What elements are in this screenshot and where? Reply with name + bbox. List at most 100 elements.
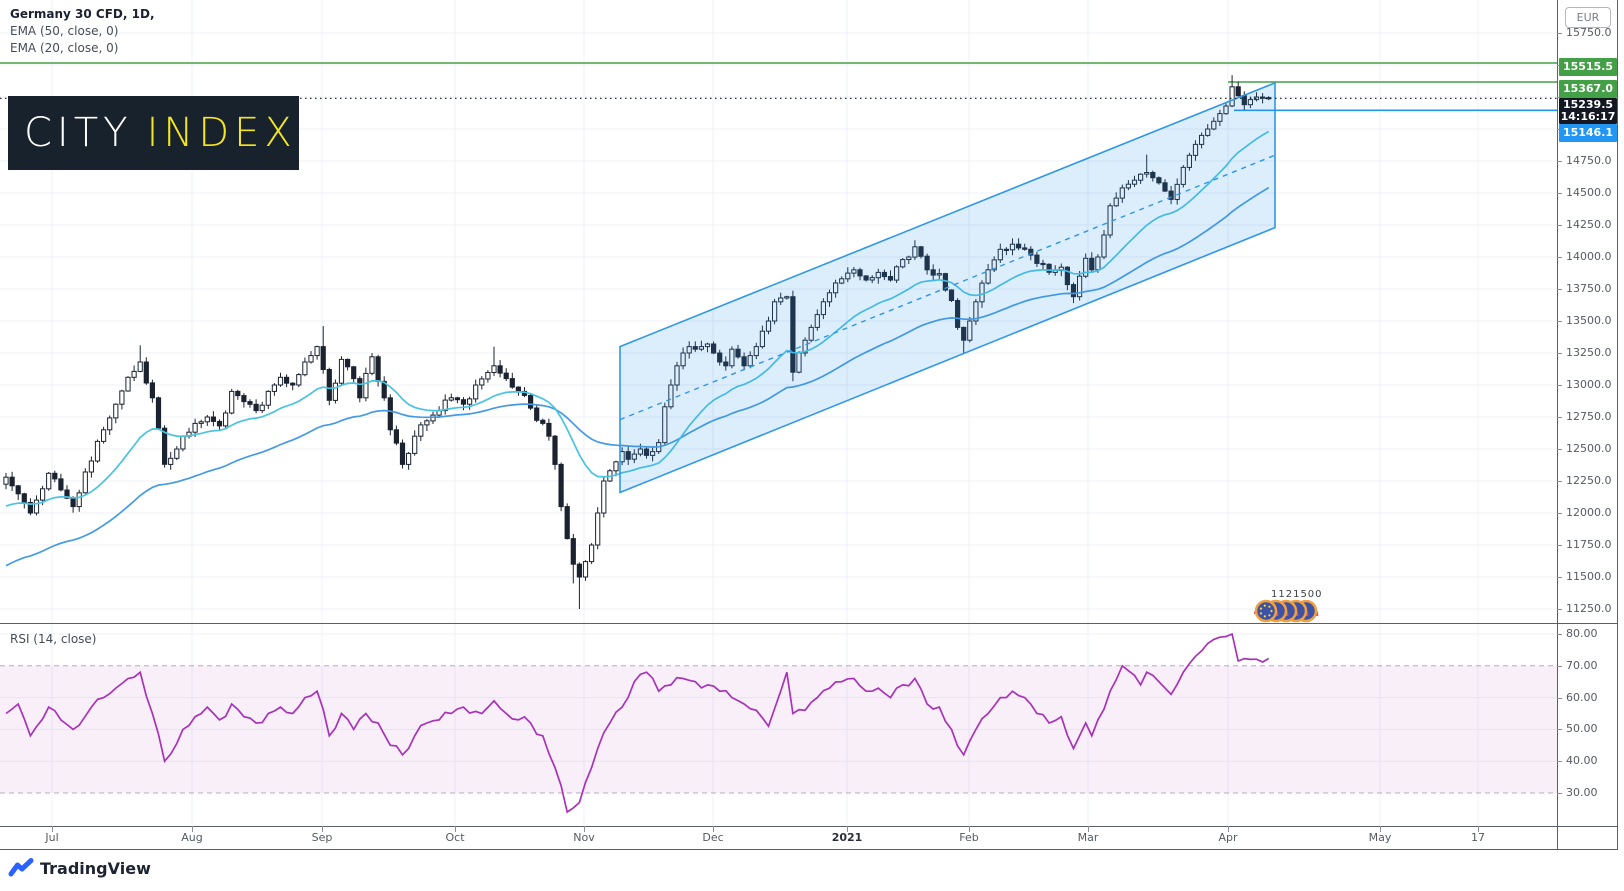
axis-tick-dash	[1557, 761, 1562, 762]
channel-midline	[619, 154, 1276, 421]
indicator-label-rsi[interactable]: RSI (14, close)	[10, 632, 97, 646]
price-tick-label: 80.00	[1566, 627, 1598, 640]
axis-tick-dash	[1557, 161, 1562, 162]
axis-tick-dash	[1557, 698, 1562, 699]
city-index-logo-word1: CITY	[24, 110, 133, 156]
axis-tick-dash	[1557, 449, 1562, 450]
axis-tick-dash	[1557, 729, 1562, 730]
axis-tick-dash	[1557, 321, 1562, 322]
price-tick-label: 11750.0	[1566, 538, 1612, 551]
indicator-label-ema50[interactable]: EMA (50, close, 0)	[10, 24, 119, 38]
axis-tick-dash	[1557, 666, 1562, 667]
time-tick-label-dec[interactable]: Dec	[702, 831, 724, 844]
time-tick-dash	[713, 826, 714, 832]
candles[interactable]	[3, 75, 1272, 609]
time-tick-label-jul[interactable]: Jul	[45, 831, 59, 844]
bar-countdown-text: 14:16:17	[1560, 110, 1616, 123]
time-tick-label-sep[interactable]: Sep	[311, 831, 333, 844]
price-tick-label: 40.00	[1566, 754, 1598, 767]
time-tick-dash	[1380, 826, 1381, 832]
price-tick-label: 13000.0	[1566, 378, 1612, 391]
price-label-current[interactable]: 15239.5 14:16:17	[1559, 98, 1617, 124]
price-label-resistance-upper[interactable]: 15515.5	[1559, 58, 1617, 76]
pane-divider[interactable]	[0, 623, 1618, 624]
axis-tick-dash	[1557, 481, 1562, 482]
time-tick-label-mar[interactable]: Mar	[1077, 831, 1099, 844]
tradingview-icon	[8, 858, 34, 877]
ema50-line[interactable]	[5, 186, 1270, 567]
time-tick-label-oct[interactable]: Oct	[445, 831, 465, 844]
price-tick-label: 14500.0	[1566, 186, 1612, 199]
axis-tick-dash	[1557, 385, 1562, 386]
indicator-label-ema20[interactable]: EMA (20, close, 0)	[10, 41, 119, 55]
price-label-support[interactable]: 15146.1	[1559, 124, 1617, 142]
symbol-title[interactable]: Germany 30 CFD, 1D,	[10, 7, 155, 21]
time-tick-label-nov[interactable]: Nov	[573, 831, 595, 844]
rsi-band	[0, 665, 1557, 793]
rsi-line[interactable]	[5, 632, 1270, 814]
axis-tick-dash	[1557, 545, 1562, 546]
price-tick-label: 30.00	[1566, 786, 1598, 799]
currency-badge[interactable]: EUR	[1565, 7, 1611, 28]
ema20-line[interactable]	[5, 130, 1270, 507]
price-label-support-text: 15146.1	[1562, 126, 1614, 139]
time-tick-label-17[interactable]: 17	[1471, 831, 1485, 844]
time-tick-label-2021[interactable]: 2021	[831, 831, 863, 844]
time-tick-label-aug[interactable]: Aug	[181, 831, 203, 844]
axis-tick-dash	[1557, 33, 1562, 34]
price-tick-label: 15750.0	[1566, 26, 1612, 39]
time-tick-label-may[interactable]: May	[1368, 831, 1392, 844]
price-label-resistance-lower-text: 15367.0	[1562, 82, 1614, 95]
price-tick-label: 12750.0	[1566, 410, 1612, 423]
time-axis-top-border	[0, 826, 1618, 827]
axis-tick-dash	[1557, 257, 1562, 258]
parallel-channel[interactable]	[619, 81, 1276, 494]
axis-tick-dash	[1557, 225, 1562, 226]
time-tick-label-apr[interactable]: Apr	[1218, 831, 1238, 844]
tradingview-text: TradingView	[40, 858, 151, 878]
tradingview-attribution[interactable]: TradingView	[8, 857, 151, 879]
time-tick-dash	[584, 826, 585, 832]
price-tick-label: 60.00	[1566, 691, 1598, 704]
price-tick-label: 14750.0	[1566, 154, 1612, 167]
price-tick-label: 70.00	[1566, 659, 1598, 672]
time-tick-dash	[847, 826, 848, 832]
time-tick-label-feb[interactable]: Feb	[959, 831, 979, 844]
price-tick-label: 12000.0	[1566, 506, 1612, 519]
price-tick-label: 12500.0	[1566, 442, 1612, 455]
time-tick-dash	[52, 826, 53, 832]
time-tick-dash	[192, 826, 193, 832]
time-tick-dash	[322, 826, 323, 832]
price-label-resistance-upper-text: 15515.5	[1562, 60, 1614, 73]
price-tick-label: 11250.0	[1566, 602, 1612, 615]
axis-tick-dash	[1557, 193, 1562, 194]
axis-tick-dash	[1557, 634, 1562, 635]
price-label-resistance-lower[interactable]: 15367.0	[1559, 80, 1617, 98]
coin-stack-icon	[1254, 599, 1319, 623]
axis-tick-dash	[1557, 353, 1562, 354]
price-tick-label: 14250.0	[1566, 218, 1612, 231]
axis-tick-dash	[1557, 289, 1562, 290]
price-tick-label: 13250.0	[1566, 346, 1612, 359]
time-tick-dash	[1088, 826, 1089, 832]
chart-legend[interactable]: Germany 30 CFD, 1D, EMA (50, close, 0) E…	[10, 6, 155, 57]
time-tick-dash	[1478, 826, 1479, 832]
current-price-text: 15239.5	[1562, 98, 1614, 111]
price-axis-border	[1557, 0, 1558, 849]
city-index-logo-word2: INDEX	[146, 110, 297, 156]
price-tick-label: 13750.0	[1566, 282, 1612, 295]
time-tick-dash	[969, 826, 970, 832]
price-tick-label: 12250.0	[1566, 474, 1612, 487]
axis-tick-dash	[1557, 513, 1562, 514]
coin-stamp-text: 1121500	[1271, 589, 1323, 600]
axis-tick-dash	[1557, 417, 1562, 418]
price-tick-label: 50.00	[1566, 722, 1598, 735]
price-tick-label: 11500.0	[1566, 570, 1612, 583]
axis-tick-dash	[1557, 793, 1562, 794]
axis-tick-dash	[1557, 577, 1562, 578]
city-index-logo: CITY INDEX	[8, 96, 299, 170]
price-tick-label: 13500.0	[1566, 314, 1612, 327]
axis-tick-dash	[1557, 609, 1562, 610]
